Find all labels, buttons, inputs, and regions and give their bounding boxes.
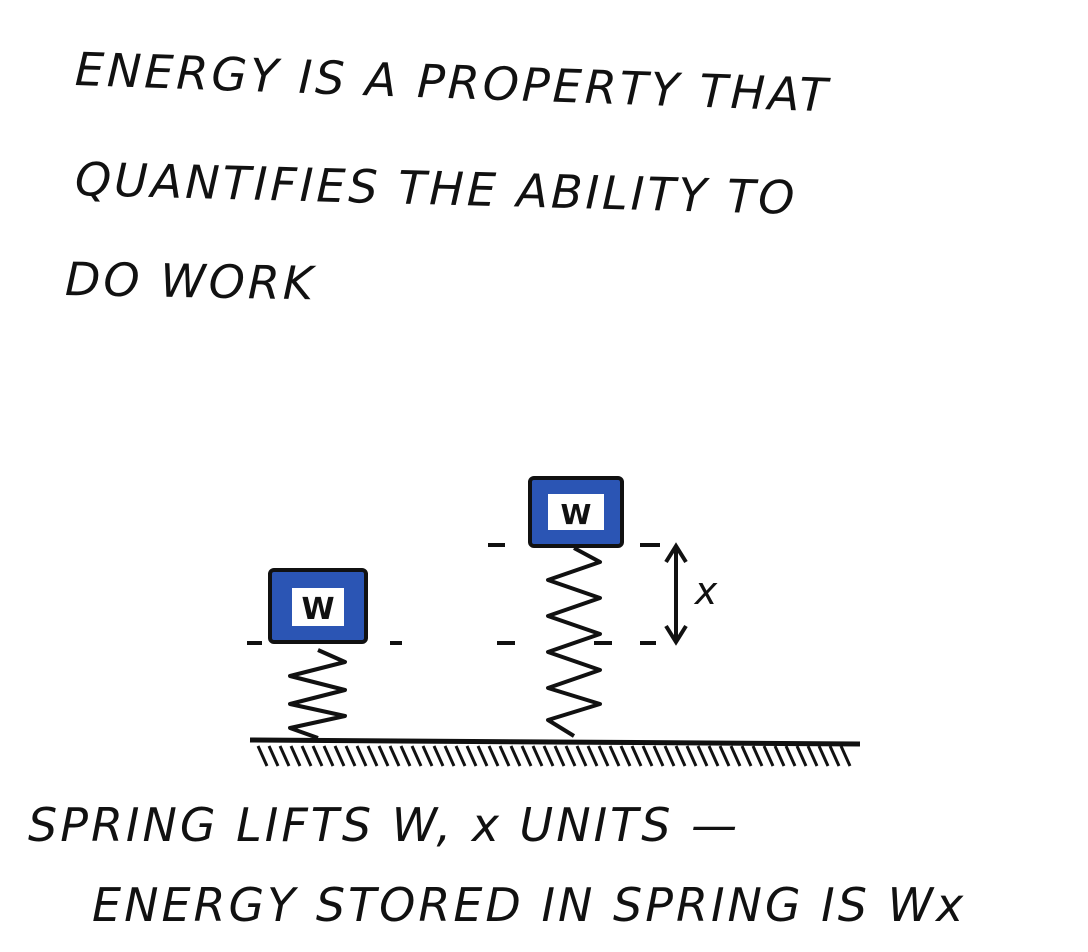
displacement-label: x <box>694 569 718 613</box>
left-weight-block: W <box>268 568 368 644</box>
displacement-arrow <box>664 542 688 646</box>
left-block-label: W <box>301 592 334 627</box>
right-block-label: W <box>561 498 592 531</box>
right-weight-block: W <box>528 476 624 548</box>
right-reference-lines <box>488 543 660 645</box>
right-spring <box>546 546 602 738</box>
caption-line-1: SPRING LIFTS W, x UNITS — <box>28 798 741 852</box>
ground-hatching <box>256 745 852 767</box>
caption-line-2: ENERGY STORED IN SPRING IS Wx <box>92 878 967 932</box>
ground <box>249 737 861 767</box>
left-spring <box>288 648 347 740</box>
